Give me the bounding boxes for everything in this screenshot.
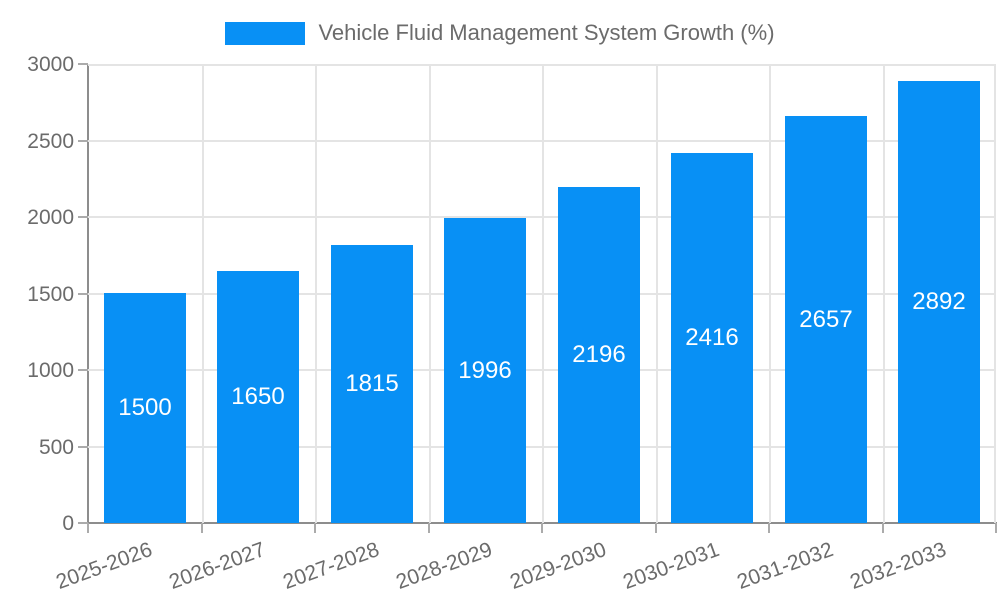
bar: 1650: [217, 271, 299, 523]
x-gridline: [542, 64, 544, 523]
x-axis-tick-label: 2025-2026: [52, 538, 155, 594]
x-gridline: [656, 64, 658, 523]
x-axis-tick-label: 2027-2028: [279, 538, 382, 594]
bar: 1815: [331, 245, 413, 523]
y-axis-tick-label: 3000: [27, 53, 74, 76]
x-gridline: [769, 64, 771, 523]
bar-value-label: 1815: [345, 370, 399, 397]
bar-value-label: 1500: [118, 394, 172, 421]
x-axis-tick-mark: [541, 523, 543, 533]
x-axis-tick-label: 2032-2033: [846, 538, 949, 594]
x-gridline: [994, 64, 996, 523]
legend-swatch: [225, 21, 306, 45]
x-axis-tick-mark: [882, 523, 884, 533]
x-axis-tick-mark: [428, 523, 430, 533]
x-axis-tick-mark: [655, 523, 657, 533]
x-gridline: [315, 64, 317, 523]
x-gridline: [202, 64, 204, 523]
x-axis-line: [78, 522, 997, 524]
y-axis-tick-label: 2000: [27, 206, 74, 229]
y-axis-tick-label: 0: [62, 512, 74, 535]
bar-value-label: 2657: [799, 305, 853, 333]
y-axis-tick-label: 500: [38, 436, 74, 459]
bar: 2416: [671, 153, 753, 523]
bar: 1996: [444, 218, 526, 523]
y-axis-tick-mark: [78, 140, 88, 142]
bar: 1500: [104, 293, 186, 523]
y-axis-tick-label: 1000: [27, 359, 74, 382]
bar-value-label: 2892: [912, 288, 966, 315]
x-axis-tick-label: 2030-2031: [619, 538, 722, 594]
x-gridline: [429, 64, 431, 523]
bar: 2196: [558, 187, 640, 523]
x-axis-tick-label: 2031-2032: [733, 538, 836, 594]
x-axis-tick-mark: [87, 523, 89, 533]
bar: 2657: [785, 116, 867, 523]
y-axis-tick-mark: [78, 522, 88, 524]
y-axis-tick-mark: [78, 216, 88, 218]
plot-area: 1500 1650 1815 1996 2196 2416 2657 2892: [88, 64, 996, 523]
y-axis-tick-label: 1500: [27, 283, 74, 306]
x-gridline: [883, 64, 885, 523]
x-axis-tick-mark: [201, 523, 203, 533]
x-axis-tick-mark: [314, 523, 316, 533]
bar: 2892: [898, 81, 980, 523]
x-axis-tick-mark: [995, 523, 997, 533]
x-axis-tick-mark: [768, 523, 770, 533]
bar-value-label: 1650: [231, 383, 285, 410]
legend[interactable]: Vehicle Fluid Management System Growth (…: [0, 20, 1000, 46]
y-axis-tick-mark: [78, 446, 88, 448]
bar-value-label: 2416: [685, 324, 739, 351]
x-axis-tick-label: 2028-2029: [392, 538, 495, 594]
x-axis-tick-label: 2029-2030: [506, 538, 609, 594]
bar-value-label: 2196: [572, 341, 626, 368]
y-axis-tick-mark: [78, 369, 88, 371]
y-axis-tick-label: 2500: [27, 130, 74, 153]
legend-label: Vehicle Fluid Management System Growth (…: [318, 20, 775, 45]
bar-value-label: 1996: [458, 356, 512, 384]
y-axis-tick-mark: [78, 63, 88, 65]
x-axis-tick-label: 2026-2027: [165, 538, 268, 594]
y-axis-tick-mark: [78, 293, 88, 295]
